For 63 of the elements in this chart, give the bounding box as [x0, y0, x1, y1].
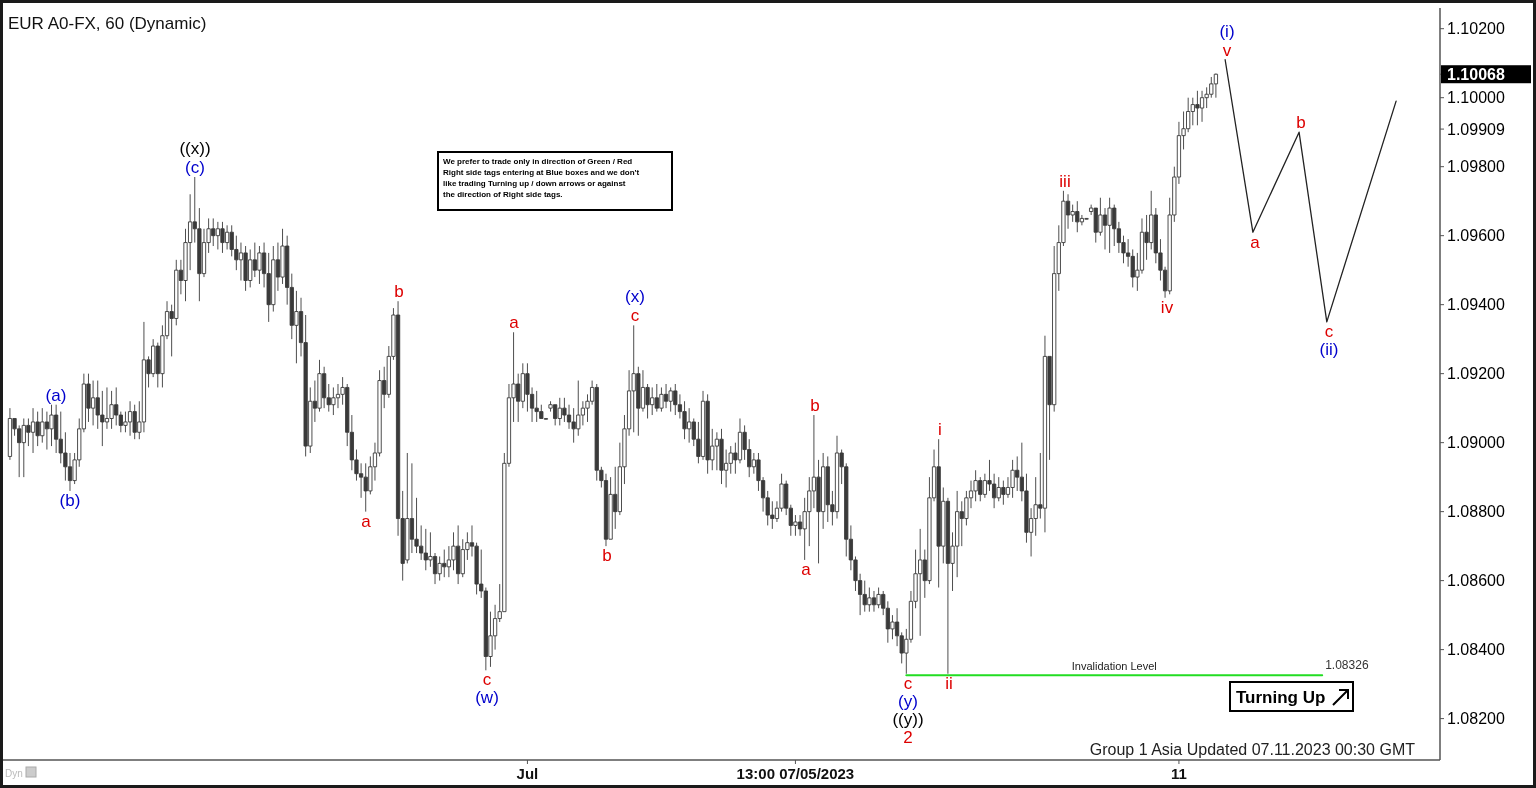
y-tick-label: 1.09200 [1447, 365, 1505, 383]
annotation: ((x)) [179, 138, 211, 158]
annotation: b [810, 395, 820, 415]
y-tick-label: 1.09600 [1447, 227, 1505, 245]
candlestick [220, 221, 225, 254]
annotation: (ii) [1319, 339, 1339, 359]
annotation: v [1222, 40, 1232, 60]
annotation: ((y)) [892, 709, 924, 729]
text: Dyn [5, 768, 23, 779]
candlestick [871, 590, 877, 613]
annotation: (x) [625, 286, 645, 306]
annotation: 2 [903, 727, 913, 747]
data-label: 1.08326 [1325, 658, 1369, 673]
annotation: (a) [45, 385, 67, 405]
y-tick-label: 1.10000 [1447, 89, 1505, 107]
chart-title: EUR A0-FX, 60 (Dynamic) [8, 14, 207, 33]
annotation: iii [1059, 171, 1071, 191]
annotation: b [1296, 112, 1306, 132]
annotation: a [801, 559, 812, 579]
annotation: Group 1 Asia Updated 07.11.2023 00:30 GMT [1089, 741, 1416, 758]
annotation: b [394, 281, 404, 301]
annotation: a [361, 511, 372, 531]
candlestick [7, 407, 13, 461]
y-tick-label: 1.08800 [1447, 503, 1505, 521]
annotation: iv [1160, 297, 1174, 317]
candlestick [1042, 335, 1048, 533]
line-series [1224, 59, 1397, 323]
candlestick [1213, 73, 1219, 99]
x-tick-label: 11 [1171, 765, 1187, 782]
candlestick [127, 400, 133, 437]
y-tick-label: 1.08200 [1447, 710, 1505, 728]
x-tick-label: Jul [516, 765, 539, 782]
y-tick-label: 1.09909 [1447, 120, 1505, 138]
candlestick [719, 428, 724, 485]
y-tick-label: 1.10200 [1447, 20, 1505, 38]
candlestick [663, 383, 669, 409]
annotation: c [482, 669, 492, 689]
annotation: a [1250, 232, 1261, 252]
x-tick-label: 13:00 07/05/2023 [736, 765, 855, 782]
annotation: (y) [898, 691, 918, 711]
annotation: (b) [59, 490, 81, 510]
y-tick-label: 1.10068 [1447, 65, 1505, 83]
annotation: (i) [1219, 21, 1235, 41]
annotation: a [509, 312, 520, 332]
y-tick-label: 1.08400 [1447, 641, 1505, 659]
annotation: c [903, 673, 913, 693]
annotation: (c) [185, 157, 205, 177]
y-tick-label: 1.09800 [1447, 158, 1505, 176]
annotation: Turning Up [1236, 688, 1326, 707]
candlestick [1199, 90, 1205, 123]
annotation: c [630, 305, 640, 325]
annotation: ii [945, 673, 953, 693]
candlestick [257, 245, 262, 285]
annotation: c [1324, 321, 1334, 341]
annotation: We prefer to trade only in direction of Green / Red Right side tags entering at Blue boxes and we don't like trading Turning up / down arrows or against the direction of Right side tags. [443, 157, 640, 199]
candlestick [30, 407, 36, 454]
y-tick-label: 1.08600 [1447, 572, 1505, 590]
annotation: b [602, 545, 612, 565]
y-tick-label: 1.09400 [1447, 296, 1505, 314]
annotation: (w) [475, 687, 499, 707]
annotation: i [938, 419, 942, 439]
y-tick-label: 1.09000 [1447, 434, 1505, 452]
series-label: Invalidation Level [1071, 660, 1157, 673]
